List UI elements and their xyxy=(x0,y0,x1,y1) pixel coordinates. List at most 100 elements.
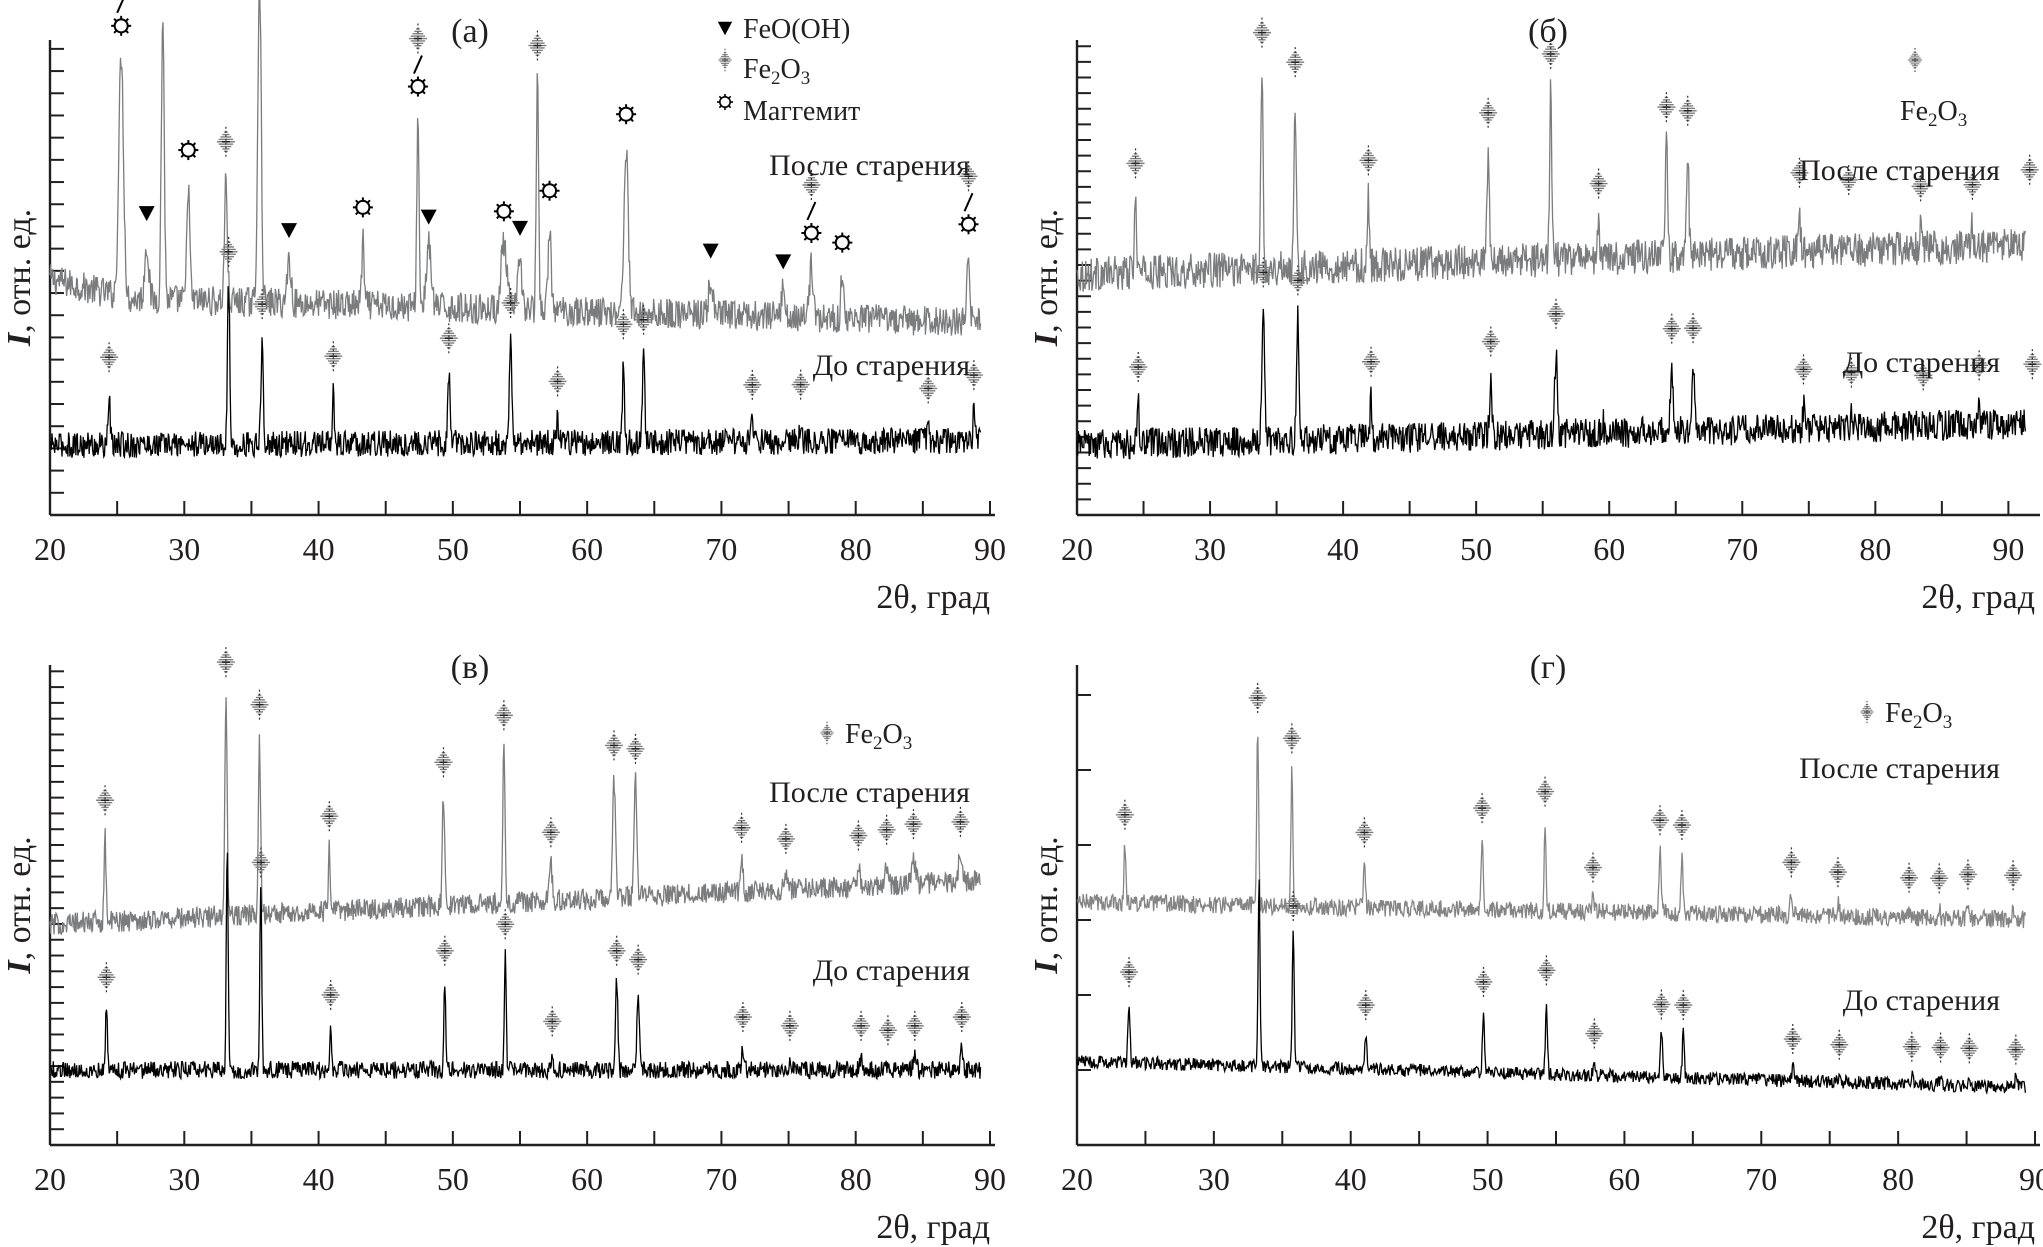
x-tick-label: 70 xyxy=(1726,531,1758,567)
x-tick-label: 60 xyxy=(571,1161,603,1197)
fe2o3-marker-icon xyxy=(216,126,235,157)
fe2o3-marker-icon xyxy=(324,341,343,372)
maghemite-marker-icon xyxy=(493,201,514,222)
x-axis-label: 2θ, град xyxy=(876,579,990,616)
fe2o3-marker-icon xyxy=(1115,799,1134,830)
x-tick-label: 90 xyxy=(974,531,1006,567)
fe2o3-marker-icon xyxy=(905,1010,924,1041)
fe2o3-marker-icon xyxy=(1585,1018,1604,1049)
fe2o3-marker-icon xyxy=(2004,860,2023,891)
fe2o3-marker-icon xyxy=(1960,1033,1979,1064)
fe2o3-marker-icon xyxy=(776,823,795,854)
fe2o3-marker-icon xyxy=(1931,1032,1950,1063)
slash-separator xyxy=(413,55,423,74)
fe2o3-marker-icon xyxy=(96,785,115,816)
fe2o3-marker-icon xyxy=(1860,700,1874,724)
fe2o3-marker-icon xyxy=(439,323,458,354)
maghemite-marker-icon xyxy=(407,76,428,97)
fe2o3-marker-icon xyxy=(1794,354,1813,385)
fe2o3-marker-icon xyxy=(250,689,269,720)
fe2o3-marker-icon xyxy=(97,962,116,993)
series-line-after-aging xyxy=(1076,736,2027,929)
fe2o3-marker-icon xyxy=(732,812,751,843)
maghemite-marker-icon xyxy=(178,140,199,161)
panel-label: (а) xyxy=(451,13,489,50)
fe2o3-marker-icon xyxy=(1839,164,1858,195)
series-label: После старения xyxy=(1799,752,2000,785)
fe2o3-marker-icon xyxy=(1958,859,1977,890)
slash-separator xyxy=(116,0,124,14)
x-tick-label: 80 xyxy=(1882,1161,1914,1197)
fe2o3-marker-icon xyxy=(1828,857,1847,888)
fe2o3-marker-icon xyxy=(496,909,515,940)
maghemite-marker-icon xyxy=(801,223,822,244)
fe2o3-marker-icon xyxy=(548,366,567,397)
x-tick-label: 80 xyxy=(840,1161,872,1197)
maghemite-marker-icon xyxy=(539,180,560,201)
fe2o3-marker-icon xyxy=(820,721,834,745)
fe2o3-marker-icon xyxy=(1651,805,1670,836)
x-tick-label: 30 xyxy=(1194,531,1226,567)
maghemite-marker-icon xyxy=(111,15,132,36)
fe2o3-marker-icon xyxy=(251,847,270,878)
x-tick-label: 90 xyxy=(2019,1161,2043,1197)
series-label: После старения xyxy=(769,776,970,809)
fe2o3-marker-icon xyxy=(1672,810,1691,841)
panel-d: (г) 20 30 40 50 60 70 80 90 2θ, град I, отн. ед. По… xyxy=(1028,649,2043,1246)
fe2o3-marker-icon xyxy=(743,369,762,400)
feooh-marker-icon xyxy=(420,209,437,225)
series-line-before-aging xyxy=(1076,879,2027,1095)
fe2o3-marker-icon xyxy=(605,730,623,761)
fe2o3-marker-icon xyxy=(1473,793,1492,824)
panel-b: (б) 20 30 40 50 60 70 80 90 2θ, град I, отн. ед. По… xyxy=(1028,13,2042,616)
maghemite-marker-icon xyxy=(832,232,853,253)
fe2o3-marker-icon xyxy=(408,23,427,54)
panel-label: (г) xyxy=(1530,649,1567,686)
fe2o3-marker-icon xyxy=(878,1015,897,1046)
series-label: До старения xyxy=(1843,984,2000,1017)
panel-label: (б) xyxy=(1528,13,1568,50)
fe2o3-marker-icon xyxy=(2020,154,2039,185)
fe2o3-marker-icon xyxy=(733,1002,752,1033)
fe2o3-marker-icon xyxy=(791,369,810,400)
fe2o3-marker-icon xyxy=(959,161,978,192)
fe2o3-marker-icon xyxy=(1684,313,1703,344)
x-tick-label: 40 xyxy=(1327,531,1359,567)
fe2o3-marker-icon xyxy=(1356,990,1375,1021)
fe2o3-marker-icon xyxy=(1362,346,1381,377)
fe2o3-marker-icon xyxy=(629,944,648,975)
fe2o3-marker-icon xyxy=(1900,862,1919,893)
fe2o3-marker-icon xyxy=(1282,723,1301,754)
fe2o3-marker-icon xyxy=(1914,360,1933,391)
x-tick-label: 40 xyxy=(303,531,335,567)
series-line-before-aging xyxy=(49,852,982,1081)
fe2o3-marker-icon xyxy=(253,289,272,320)
x-tick-label: 20 xyxy=(34,531,66,567)
x-tick-label: 30 xyxy=(1198,1161,1230,1197)
fe2o3-marker-icon xyxy=(1547,298,1565,329)
y-axis-label-italic: I xyxy=(1,959,38,975)
fe2o3-marker-icon xyxy=(1126,148,1145,179)
feooh-marker-icon xyxy=(717,21,733,36)
legend-label: Маггемит xyxy=(743,96,860,127)
fe2o3-marker-icon xyxy=(1830,1029,1849,1060)
feooh-marker-icon xyxy=(702,243,719,259)
fe2o3-marker-icon xyxy=(1662,313,1681,344)
fe2o3-marker-icon xyxy=(528,30,547,61)
x-tick-label: 60 xyxy=(1608,1161,1640,1197)
fe2o3-marker-icon xyxy=(541,817,560,848)
series-label: После старения xyxy=(1799,154,2000,187)
y-axis-label-rest: , отн. ед. xyxy=(1,209,38,333)
fe2o3-marker-icon xyxy=(1674,990,1693,1021)
x-axis-label: 2θ, град xyxy=(1921,579,2035,616)
fe2o3-marker-icon xyxy=(1783,1024,1802,1055)
fe2o3-marker-icon xyxy=(219,236,238,267)
fe2o3-marker-icon xyxy=(1474,966,1493,997)
y-axis-label-italic: I xyxy=(1028,959,1065,975)
fe2o3-marker-icon xyxy=(1536,776,1555,807)
maghemite-marker-icon xyxy=(352,197,373,218)
series-line-before-aging xyxy=(1076,305,2027,460)
slash-separator xyxy=(806,201,817,221)
fe2o3-marker-icon xyxy=(1479,97,1498,128)
